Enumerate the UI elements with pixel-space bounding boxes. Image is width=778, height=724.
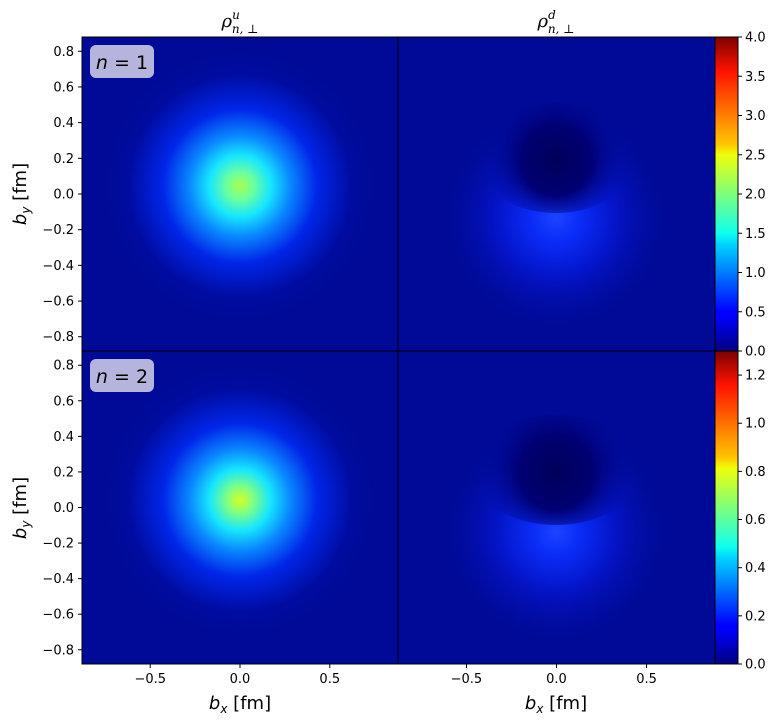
xtick-label: 0.5 bbox=[636, 672, 657, 687]
colorbar-bottom bbox=[714, 350, 739, 665]
xtick-label: 0.0 bbox=[546, 672, 567, 687]
ylabel-bottom: by [fm] bbox=[10, 477, 33, 539]
ytick-label: −0.4 bbox=[42, 572, 74, 587]
colorbar-tick-label: 0.5 bbox=[745, 305, 766, 320]
heatmap-n2-d bbox=[398, 351, 715, 664]
colorbar-tick-label: 0.2 bbox=[745, 609, 766, 624]
column-title-d: ρd n, ⊥ bbox=[537, 8, 575, 36]
colorbar-tick-label: 1.0 bbox=[745, 417, 766, 432]
heatmap-n1-u bbox=[82, 37, 398, 351]
colorbar-tick-label: 0.8 bbox=[745, 465, 766, 480]
colorbar-tick-label: 4.0 bbox=[745, 31, 766, 46]
colorbar-tick-label: 0.0 bbox=[745, 658, 766, 673]
colorbar-top bbox=[714, 36, 739, 352]
badge-n2: n = 2 bbox=[90, 359, 154, 392]
colorbar-tick-label: 1.5 bbox=[745, 227, 766, 242]
column-title-u: ρu n, ⊥ bbox=[221, 8, 259, 36]
xtick-label: −0.5 bbox=[134, 672, 166, 687]
ytick-label: 0.8 bbox=[53, 45, 74, 60]
colorbar-tick-label: 3.0 bbox=[745, 109, 766, 124]
ytick-label: −0.8 bbox=[42, 643, 74, 658]
badge-n1: n = 1 bbox=[90, 45, 154, 78]
ytick-label: 0.6 bbox=[53, 394, 74, 409]
ytick-label: 0.2 bbox=[53, 152, 74, 167]
ytick-label: −0.2 bbox=[42, 537, 74, 552]
ytick-label: −0.8 bbox=[42, 330, 74, 345]
heatmap-n1-d bbox=[398, 37, 715, 351]
ytick-label: 0.2 bbox=[53, 465, 74, 480]
ytick-label: −0.2 bbox=[42, 223, 74, 238]
colorbar-tick-label: 0.6 bbox=[745, 513, 766, 528]
ytick-label: −0.6 bbox=[42, 608, 74, 623]
xtick-label: 0.5 bbox=[319, 672, 340, 687]
colorbar-tick-label: 0.4 bbox=[745, 561, 766, 576]
ytick-label: 0.4 bbox=[53, 430, 74, 445]
colorbar-tick-label: 2.0 bbox=[745, 188, 766, 203]
colorbar-tick-label: 1.2 bbox=[745, 369, 766, 384]
xtick-label: 0.0 bbox=[230, 672, 251, 687]
badge-n1-label: n = 1 bbox=[96, 52, 148, 74]
heatmap-n2-u bbox=[82, 351, 398, 664]
ytick-label: 0.6 bbox=[53, 80, 74, 95]
xlabel-left: bx [fm] bbox=[209, 693, 271, 716]
badge-n2-label: n = 2 bbox=[96, 366, 148, 388]
xtick-label: −0.5 bbox=[451, 672, 483, 687]
colorbar-tick-label: 2.5 bbox=[745, 148, 766, 163]
colorbar-tick-label: 3.5 bbox=[745, 70, 766, 85]
colorbar-tick-label: 1.0 bbox=[745, 266, 766, 281]
ytick-label: 0.4 bbox=[53, 116, 74, 131]
ytick-label: 0.0 bbox=[53, 188, 74, 203]
ytick-label: 0.8 bbox=[53, 359, 74, 374]
ytick-label: −0.6 bbox=[42, 295, 74, 310]
xlabel-right: bx [fm] bbox=[525, 693, 587, 716]
colorbar-tick-label: 0.0 bbox=[745, 345, 766, 360]
ytick-label: 0.0 bbox=[53, 501, 74, 516]
ylabel-top: by [fm] bbox=[10, 163, 33, 225]
ytick-label: −0.4 bbox=[42, 259, 74, 274]
